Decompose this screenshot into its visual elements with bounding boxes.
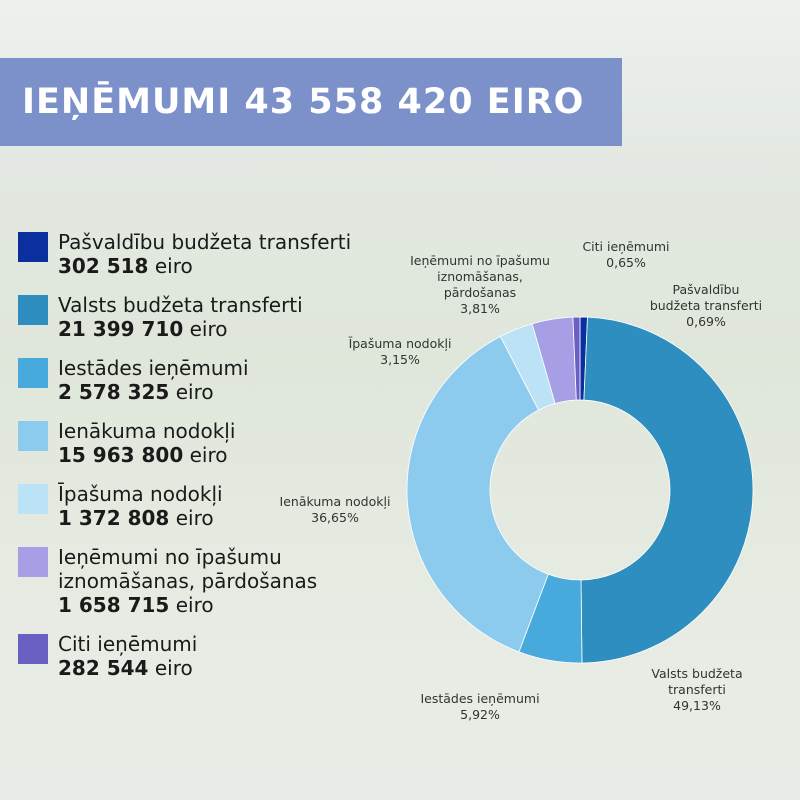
legend-text: Īpašuma nodokļi 1 372 808 eiro — [58, 482, 223, 530]
slice-name: Īpašuma nodokļi — [348, 336, 452, 351]
slice-name: Valsts budžeta transferti — [651, 666, 743, 697]
legend-item: Citi ieņēmumi 282 544 eiro — [18, 632, 388, 680]
slice-value: 36,65% — [311, 510, 359, 525]
legend-text: Ienākuma nodokļi 15 963 800 eiro — [58, 419, 235, 467]
amount-unit: eiro — [154, 656, 193, 680]
legend-amount: 15 963 800 eiro — [58, 443, 235, 467]
amount-value: 21 399 710 — [58, 317, 184, 341]
slice-name: Pašvaldību budžeta transferti — [649, 282, 763, 313]
legend-text: Iestādes ieņēmumi 2 578 325 eiro — [58, 356, 249, 404]
slice-label: Iestādes ieņēmumi 5,92% — [410, 691, 550, 723]
slice-name: Ieņēmumi no īpašumu iznomāšanas, pārdoša… — [410, 253, 550, 300]
slice-label: Īpašuma nodokļi 3,15% — [335, 336, 465, 368]
slice-value: 0,65% — [606, 255, 646, 270]
amount-value: 2 578 325 — [58, 380, 170, 404]
legend-swatch — [18, 358, 48, 388]
legend: Pašvaldību budžeta transferti 302 518 eir… — [18, 230, 388, 695]
legend-label: Ienākuma nodokļi — [58, 419, 236, 443]
amount-unit: eiro — [175, 593, 214, 617]
legend-amount: 2 578 325 eiro — [58, 380, 249, 404]
legend-text: Valsts budžeta transferti 21 399 710 eiro — [58, 293, 303, 341]
legend-swatch — [18, 295, 48, 325]
legend-swatch — [18, 484, 48, 514]
legend-amount: 302 518 eiro — [58, 254, 351, 278]
legend-item: Pašvaldību budžeta transferti 302 518 eir… — [18, 230, 388, 278]
legend-amount: 21 399 710 eiro — [58, 317, 303, 341]
slice-label: Ienākuma nodokļi 36,65% — [270, 494, 400, 526]
legend-amount: 1 372 808 eiro — [58, 506, 223, 530]
donut-slice — [580, 316, 754, 664]
amount-unit: eiro — [189, 443, 228, 467]
legend-swatch — [18, 232, 48, 262]
donut-slice — [572, 316, 581, 401]
legend-item: Ienākuma nodokļi 15 963 800 eiro — [18, 419, 388, 467]
slice-value: 0,69% — [686, 314, 726, 329]
legend-item: Ieņēmumi no īpašumu iznomāšanas, pārdoša… — [18, 545, 388, 617]
slice-label: Citi ieņēmumi 0,65% — [571, 239, 681, 271]
legend-item: Iestādes ieņēmumi 2 578 325 eiro — [18, 356, 388, 404]
legend-amount: 282 544 eiro — [58, 656, 197, 680]
slice-name: Ienākuma nodokļi — [279, 494, 391, 509]
amount-unit: eiro — [154, 254, 193, 278]
slice-value: 3,15% — [380, 352, 420, 367]
legend-swatch — [18, 634, 48, 664]
legend-swatch — [18, 421, 48, 451]
legend-text: Ieņēmumi no īpašumu iznomāšanas, pārdoša… — [58, 545, 388, 617]
legend-item: Īpašuma nodokļi 1 372 808 eiro — [18, 482, 388, 530]
legend-text: Citi ieņēmumi 282 544 eiro — [58, 632, 197, 680]
legend-label: Ieņēmumi no īpašumu iznomāšanas, pārdoša… — [58, 545, 318, 593]
slice-name: Citi ieņēmumi — [582, 239, 670, 254]
amount-value: 302 518 — [58, 254, 149, 278]
slice-name: Iestādes ieņēmumi — [420, 691, 540, 706]
legend-label: Iestādes ieņēmumi — [58, 356, 249, 380]
amount-value: 1 658 715 — [58, 593, 170, 617]
amount-value: 1 372 808 — [58, 506, 170, 530]
legend-swatch — [18, 547, 48, 577]
slice-label: Valsts budžeta transferti 49,13% — [642, 666, 752, 714]
legend-label: Citi ieņēmumi — [58, 632, 198, 656]
amount-unit: eiro — [189, 317, 228, 341]
slice-value: 3,81% — [460, 301, 500, 316]
amount-value: 282 544 — [58, 656, 149, 680]
amount-unit: eiro — [175, 506, 214, 530]
legend-label: Pašvaldību budžeta transferti — [58, 230, 352, 254]
amount-unit: eiro — [175, 380, 214, 404]
donut-slice — [406, 335, 549, 653]
chart-title: IEŅĒMUMI 43 558 420 EIRO — [0, 58, 622, 146]
slice-label: Pašvaldību budžeta transferti 0,69% — [646, 282, 766, 330]
legend-item: Valsts budžeta transferti 21 399 710 eiro — [18, 293, 388, 341]
legend-text: Pašvaldību budžeta transferti 302 518 eir… — [58, 230, 351, 278]
legend-amount: 1 658 715 eiro — [58, 593, 388, 617]
legend-label: Īpašuma nodokļi — [58, 482, 223, 506]
slice-value: 5,92% — [460, 707, 500, 722]
slice-value: 49,13% — [673, 698, 721, 713]
slice-label: Ieņēmumi no īpašumu iznomāšanas, pārdoša… — [400, 253, 560, 317]
legend-label: Valsts budžeta transferti — [58, 293, 303, 317]
amount-value: 15 963 800 — [58, 443, 184, 467]
